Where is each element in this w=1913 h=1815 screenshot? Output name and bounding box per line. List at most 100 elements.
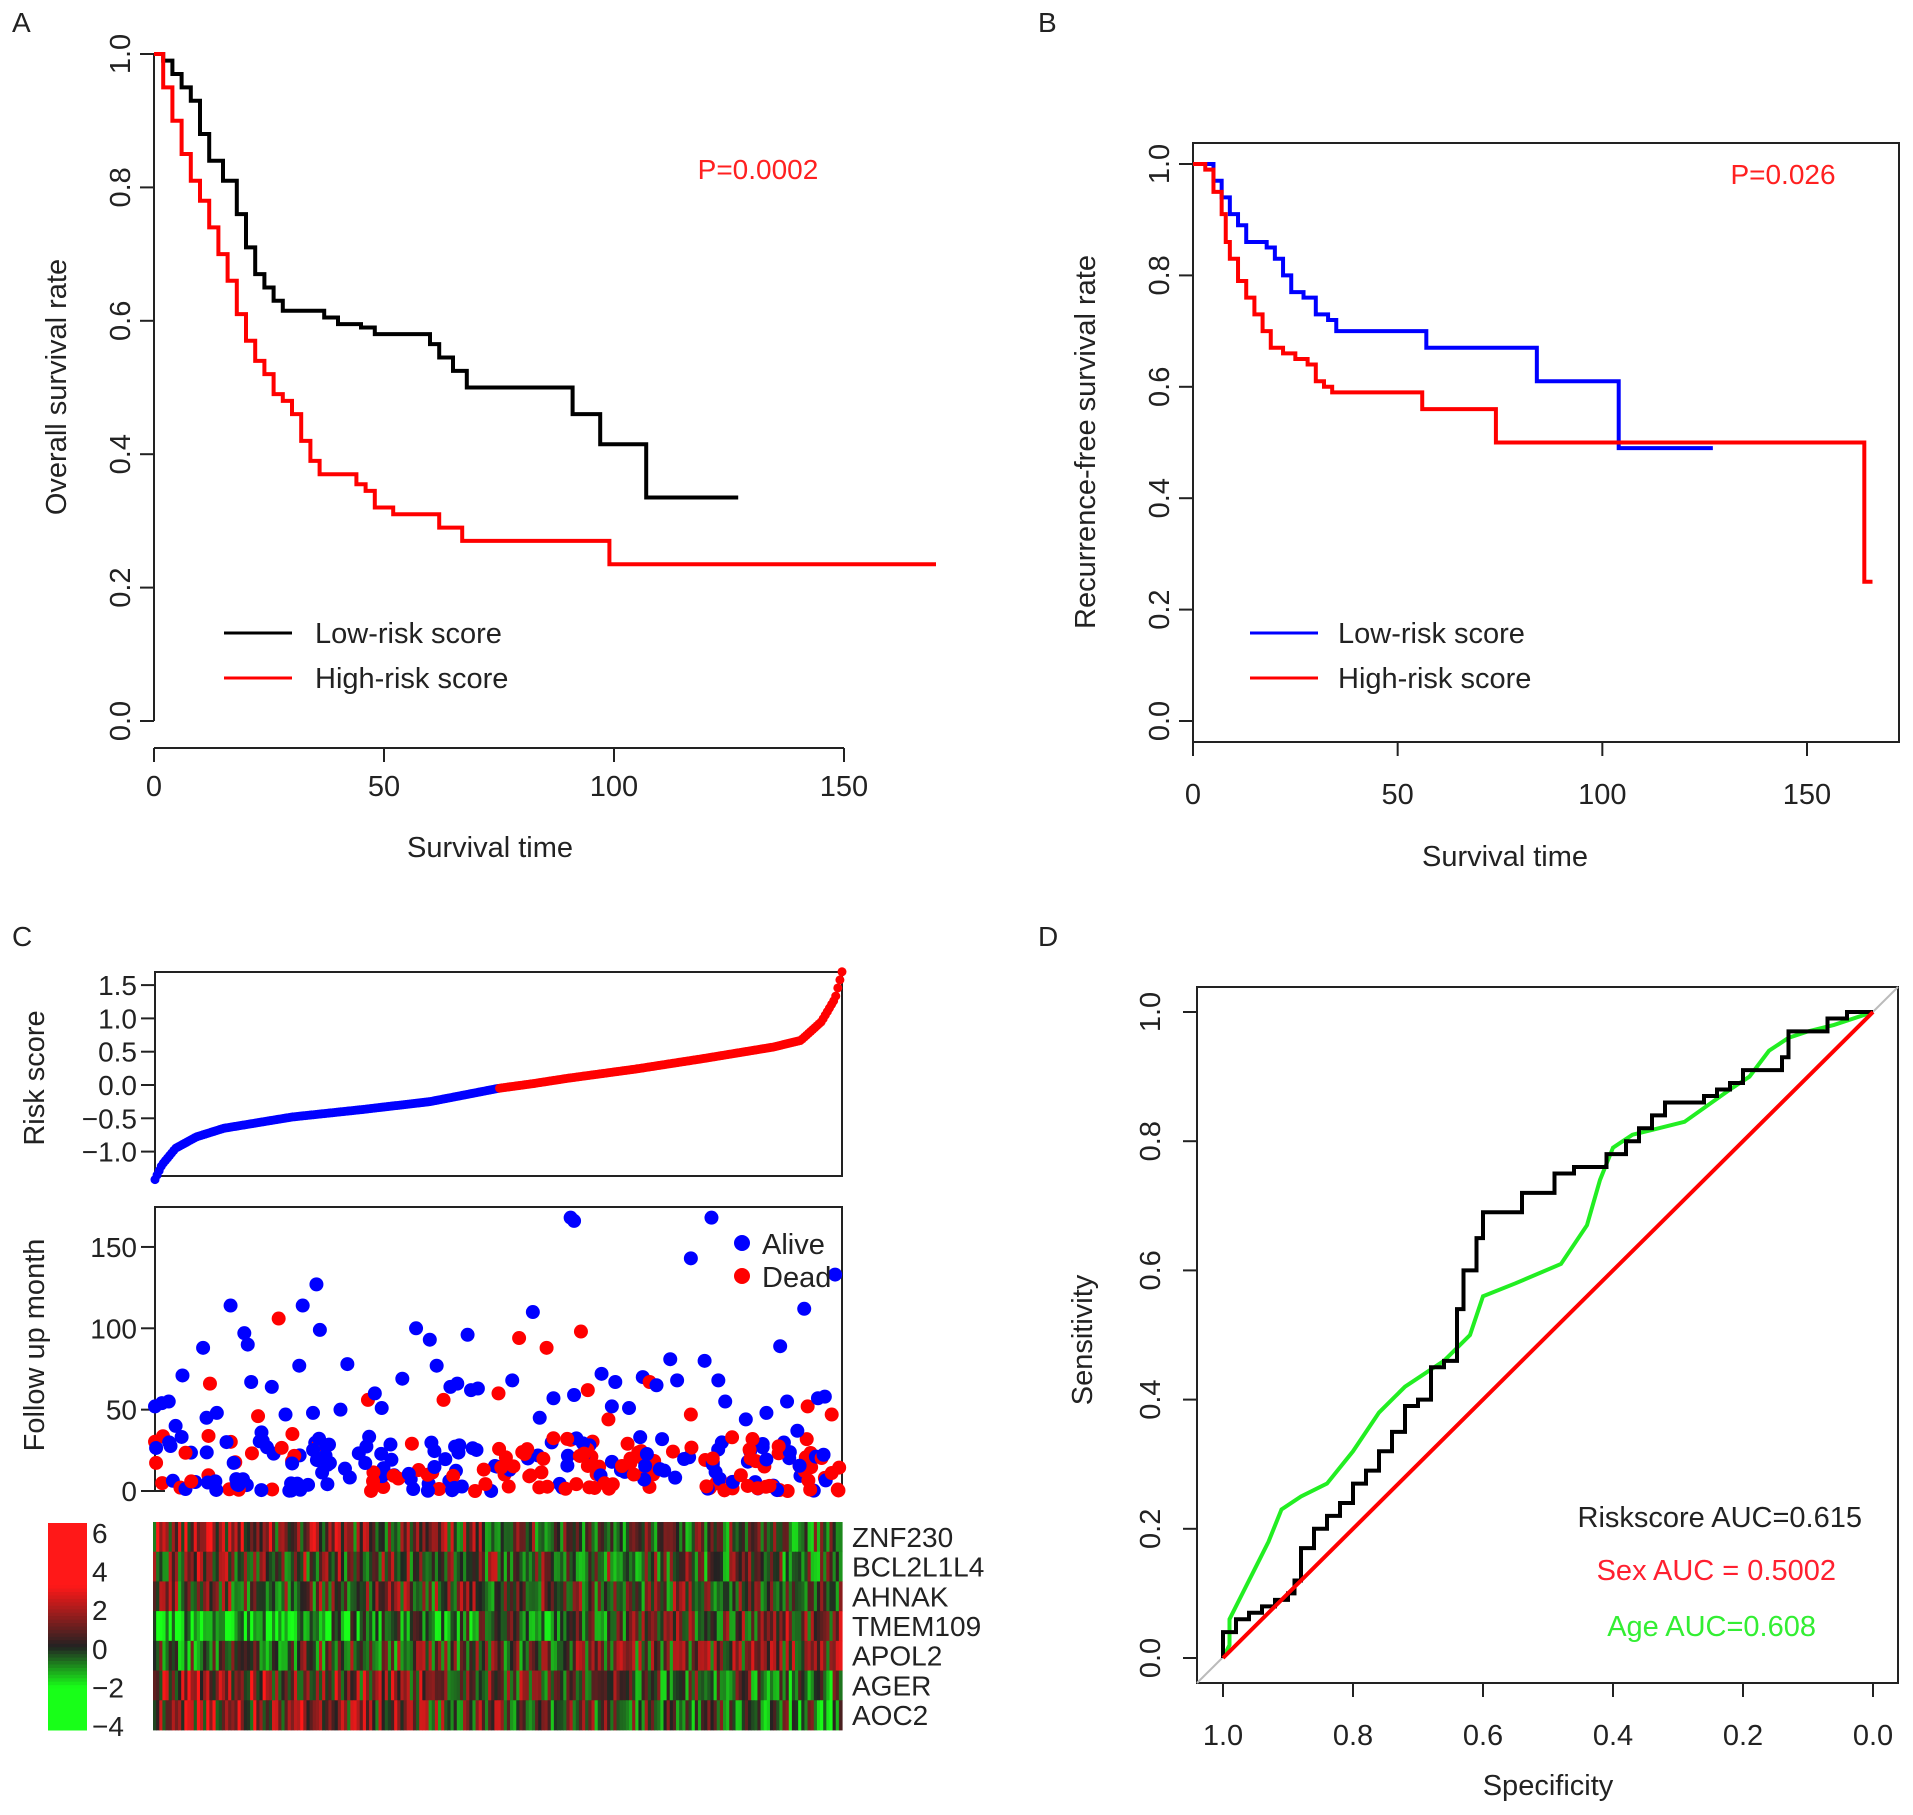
panel-c-heatmap-cell: [629, 1611, 633, 1642]
panel-c-followup-point-alive: [306, 1442, 321, 1457]
panel-c-risk-point-high: [833, 983, 843, 993]
panel-c-heatmap-cell: [184, 1640, 189, 1671]
panel-c-heatmap-cell: [525, 1551, 530, 1582]
panel-c-heatmap-cell: [616, 1611, 621, 1642]
panel-c-heatmap-cell: [791, 1700, 796, 1731]
panel-c-heatmap-cell: [416, 1522, 420, 1553]
panel-c-heatmap-cell: [384, 1551, 389, 1582]
panel-c-heatmap-cell: [253, 1522, 257, 1553]
panel-c-heatmap-cell: [196, 1670, 201, 1701]
panel-c-heatmap-cell: [788, 1522, 793, 1553]
panel-c-heatmap-row-label: AGER: [852, 1670, 931, 1701]
panel-c-heatmap-cell: [707, 1670, 712, 1701]
panel-c-heatmap-cell: [629, 1522, 633, 1553]
panel-c-heatmap-cell: [209, 1670, 214, 1701]
panel-c-heatmap-cell: [506, 1522, 511, 1553]
panel-c-heatmap-cell: [290, 1611, 295, 1642]
panel-c-heatmap-cell: [234, 1611, 239, 1642]
panel-c-heatmap-cell: [813, 1640, 818, 1671]
panel-d-auc-sex: Sex AUC = 0.5002: [1597, 1555, 1836, 1587]
panel-c-heatmap-cell: [475, 1581, 480, 1612]
panel-c-heatmap-cell: [528, 1670, 533, 1701]
panel-c-heatmap-cell: [347, 1522, 351, 1553]
panel-c-risk-ytick-label: 1.5: [98, 970, 137, 1001]
panel-c-heatmap-cell: [597, 1522, 602, 1553]
panel-c-heatmap-cell: [331, 1640, 336, 1671]
panel-c-followup-point-dead: [386, 1468, 401, 1483]
panel-c-heatmap-cell: [569, 1670, 574, 1701]
panel-c-heatmap-cell: [660, 1581, 665, 1612]
panel-c-heatmap-cell: [557, 1522, 561, 1553]
panel-c-colorbar-segment: [48, 1705, 87, 1710]
panel-c-heatmap-cell: [591, 1581, 596, 1612]
panel-c-heatmap-cell: [553, 1522, 558, 1553]
panel-c-heatmap-cell: [153, 1581, 157, 1612]
panel-c-followup-point-dead: [376, 1480, 391, 1495]
panel-c-heatmap-cell: [215, 1611, 220, 1642]
panel-c-heatmap-cell: [557, 1551, 561, 1582]
panel-c-heatmap-cell: [682, 1611, 687, 1642]
panel-c-heatmap-cell: [397, 1670, 402, 1701]
panel-c-heatmap-cell: [757, 1670, 762, 1701]
panel-c-heatmap-cell: [575, 1581, 580, 1612]
panel-c-colorbar-segment: [48, 1529, 87, 1534]
panel-c-heatmap-cell: [394, 1700, 398, 1731]
panel-c-colorbar-segment: [48, 1702, 87, 1707]
panel-c-followup-point-alive: [816, 1447, 831, 1462]
panel-c-heatmap-cell: [212, 1611, 217, 1642]
panel-c-heatmap-cell: [325, 1670, 329, 1701]
panel-c-heatmap-cell: [369, 1640, 373, 1671]
panel-c-heatmap-cell: [776, 1581, 780, 1612]
panel-c-heatmap-cell: [650, 1522, 655, 1553]
panel-c-heatmap-cell: [738, 1700, 743, 1731]
panel-c-heatmap-cell: [174, 1611, 179, 1642]
panel-c-heatmap-cell: [453, 1670, 458, 1701]
panel-c-heatmap-cell: [318, 1670, 323, 1701]
panel-c-heatmap-cell: [262, 1581, 267, 1612]
panel-c-heatmap-cell: [441, 1611, 445, 1642]
panel-c-heatmap-cell: [769, 1700, 774, 1731]
panel-c-heatmap-cell: [657, 1670, 661, 1701]
panel-c-heatmap-cell: [829, 1670, 834, 1701]
panel-c-heatmap-cell: [472, 1551, 477, 1582]
panel-c-heatmap-cell: [713, 1670, 718, 1701]
panel-c-heatmap-cell: [760, 1522, 765, 1553]
panel-c-followup-point-alive: [738, 1412, 753, 1427]
panel-c-risk-score-plot: −1.0−0.50.00.51.01.5: [82, 967, 847, 1185]
panel-c-heatmap-cell: [412, 1581, 417, 1612]
panel-c-heatmap-cell: [162, 1611, 167, 1642]
panel-c-heatmap-cell: [807, 1670, 812, 1701]
panel-c-heatmap-cell: [209, 1640, 214, 1671]
panel-c-heatmap-cell: [463, 1551, 467, 1582]
panel-c-followup-point-dead: [271, 1311, 286, 1326]
panel-c-heatmap-cell: [785, 1611, 790, 1642]
panel-c-heatmap-cell: [801, 1611, 806, 1642]
panel-c-heatmap-cell: [629, 1640, 633, 1671]
panel-c-heatmap-cell: [275, 1522, 279, 1553]
panel-c-followup-point-alive: [223, 1298, 238, 1313]
panel-c-heatmap-cell: [237, 1522, 242, 1553]
panel-c-heatmap-cell: [437, 1522, 442, 1553]
panel-c-heatmap-cell: [672, 1522, 677, 1553]
panel-c-heatmap-cell: [469, 1670, 474, 1701]
panel-c-heatmap-cell: [535, 1522, 539, 1553]
panel-c-heatmap-cell: [701, 1640, 705, 1671]
panel-c-heatmap-cell: [481, 1581, 486, 1612]
panel-c-heatmap-cell: [694, 1700, 699, 1731]
panel-c-heatmap-cell: [506, 1640, 511, 1671]
panel-c-heatmap-cell: [616, 1670, 621, 1701]
panel-c-followup-point-alive: [567, 1213, 582, 1228]
panel-c-heatmap-cell: [701, 1700, 705, 1731]
panel-c-heatmap-cell: [713, 1611, 718, 1642]
panel-c-heatmap-cell: [184, 1522, 189, 1553]
panel-c-followup-point-alive: [312, 1431, 327, 1446]
panel-c-heatmap-cell: [416, 1611, 420, 1642]
panel-c-heatmap-cell: [701, 1522, 705, 1553]
panel-d-xtick-label: 1.0: [1203, 1720, 1243, 1752]
panel-c-followup-point-dead: [733, 1468, 748, 1483]
panel-c-heatmap-cell: [350, 1581, 355, 1612]
panel-c-heatmap-cell: [287, 1611, 292, 1642]
panel-c-heatmap-cell: [560, 1522, 564, 1553]
panel-c-followup-point-dead: [244, 1446, 259, 1461]
panel-c-colorbar-segment: [48, 1540, 87, 1545]
